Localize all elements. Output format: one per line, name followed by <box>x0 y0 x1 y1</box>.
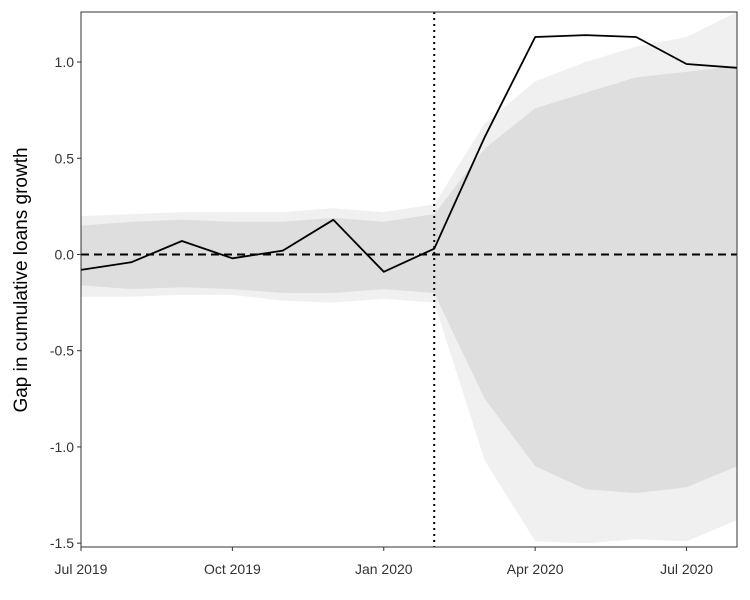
band-inner <box>81 65 737 494</box>
y-tick-label: 0.0 <box>55 246 75 262</box>
x-tick-label: Jul 2020 <box>660 561 713 577</box>
y-tick-label: -1.0 <box>50 439 74 455</box>
x-tick-label: Apr 2020 <box>507 561 564 577</box>
y-axis-title: Gap in cumulative loans growth <box>11 147 32 412</box>
series-layer <box>80 34 738 273</box>
y-axis: 1.0 0.5 0.0 -0.5 -1.0 -1.5 <box>50 54 81 551</box>
series-line <box>80 34 738 273</box>
confidence-bands <box>81 12 737 544</box>
x-tick-label: Jan 2020 <box>355 561 413 577</box>
x-axis: Jul 2019 Oct 2019 Jan 2020 Apr 2020 Jul 2020 <box>55 547 713 577</box>
y-tick-label: 0.5 <box>55 150 75 166</box>
y-tick-label: -0.5 <box>50 343 74 359</box>
y-tick-label: 1.0 <box>55 54 75 70</box>
x-tick-label: Jul 2019 <box>55 561 108 577</box>
y-tick-label: -1.5 <box>50 535 74 551</box>
reference-lines <box>81 12 737 547</box>
plot-panel-border <box>80 11 738 548</box>
x-tick-label: Oct 2019 <box>204 561 261 577</box>
